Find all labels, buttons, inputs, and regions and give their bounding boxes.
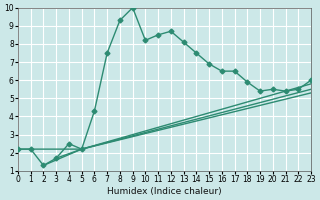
X-axis label: Humidex (Indice chaleur): Humidex (Indice chaleur) <box>107 187 222 196</box>
